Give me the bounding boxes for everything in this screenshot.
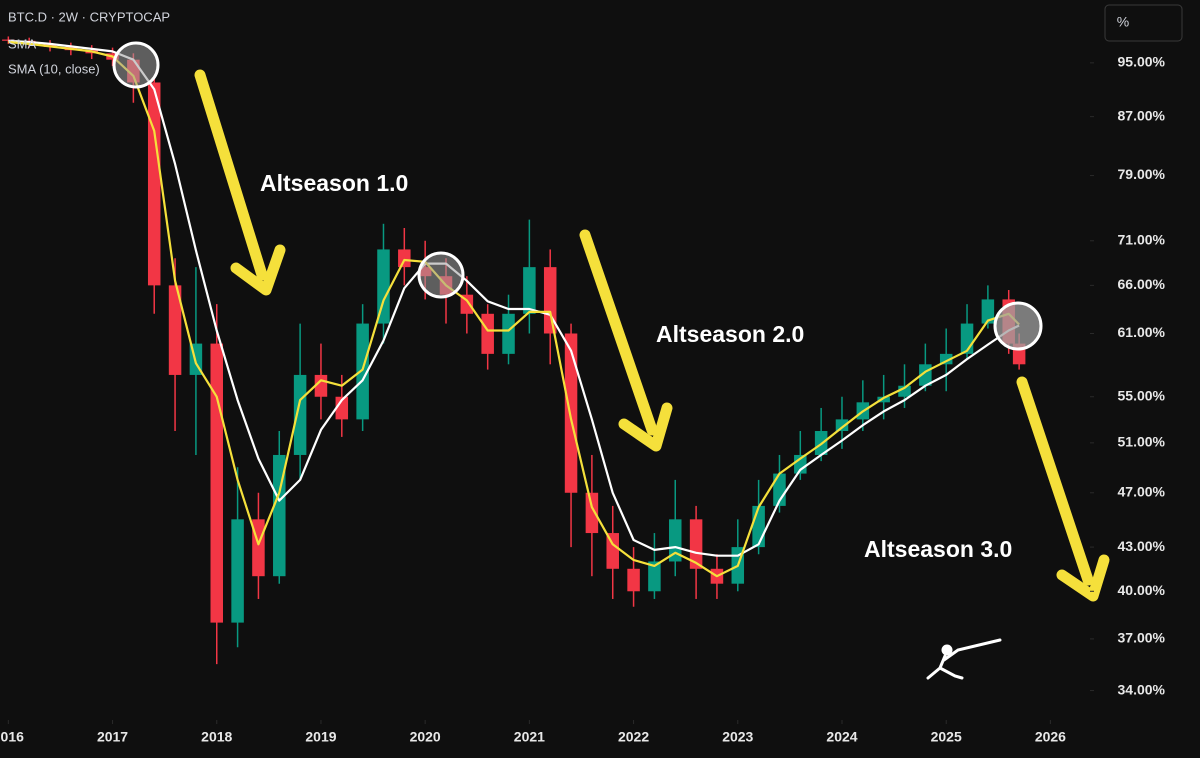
x-tick-label: 2019 xyxy=(305,729,336,745)
candle-body xyxy=(273,454,286,577)
candle-body xyxy=(293,374,307,455)
scale-button-label[interactable]: % xyxy=(1117,14,1129,30)
candle-body xyxy=(147,82,161,286)
y-tick-label: 51.00% xyxy=(1118,434,1166,450)
x-tick-label: 2021 xyxy=(514,729,545,745)
candle-body xyxy=(523,267,536,314)
candle-body xyxy=(502,313,515,354)
highlight-circle xyxy=(112,41,160,89)
candle-body xyxy=(168,285,182,375)
candle-body xyxy=(564,333,578,493)
arrow xyxy=(194,69,268,281)
candle-body xyxy=(898,385,911,397)
overlay xyxy=(112,41,1110,680)
y-tick-label: 71.00% xyxy=(1118,231,1166,247)
arrow-head xyxy=(618,402,673,452)
candle-body xyxy=(752,505,765,548)
candle-body xyxy=(669,519,682,562)
candle-body xyxy=(356,323,369,420)
highlight-circle xyxy=(417,251,465,299)
sma-line xyxy=(8,40,1020,578)
y-tick-label: 47.00% xyxy=(1118,483,1166,499)
annotation: Altseason 3.0 xyxy=(864,536,1012,562)
candle-body xyxy=(627,568,640,592)
arrow-head xyxy=(230,244,286,296)
y-tick-label: 55.00% xyxy=(1118,387,1166,403)
candle-body xyxy=(689,519,703,569)
candle-body xyxy=(606,533,619,569)
candle-body xyxy=(231,519,244,623)
x-tick-label: 2022 xyxy=(618,729,649,745)
candle-body xyxy=(377,249,390,324)
candle-body xyxy=(335,396,349,420)
y-tick-label: 40.00% xyxy=(1118,582,1166,598)
sma-line xyxy=(8,39,1020,557)
x-tick-label: 2023 xyxy=(722,729,753,745)
legend-entry: SMA (10, close) xyxy=(8,61,100,76)
legend-entry: SMA xyxy=(8,36,37,51)
candle-body xyxy=(398,249,411,268)
y-tick-label: 43.00% xyxy=(1118,538,1166,554)
candle-body xyxy=(981,299,995,324)
x-tick-label: 2018 xyxy=(201,729,232,745)
arrow-head xyxy=(1056,554,1110,602)
chart-title: BTC.D · 2W · CRYPTOCAP xyxy=(8,9,170,24)
y-tick-label: 61.00% xyxy=(1118,324,1166,340)
x-tick-label: 2025 xyxy=(931,729,962,745)
x-tick-label: 2016 xyxy=(0,729,24,745)
y-tick-label: 34.00% xyxy=(1118,681,1166,697)
y-tick-label: 95.00% xyxy=(1118,54,1166,70)
scale-button[interactable] xyxy=(1104,4,1183,42)
y-tick-label: 66.00% xyxy=(1118,276,1166,292)
y-tick-label: 37.00% xyxy=(1118,630,1166,646)
candle-body xyxy=(543,267,557,334)
x-tick-label: 2026 xyxy=(1035,729,1066,745)
logo xyxy=(926,638,1002,680)
x-tick-label: 2017 xyxy=(97,729,128,745)
candle-body xyxy=(585,492,599,534)
candle-body xyxy=(835,419,849,432)
candle-body xyxy=(939,353,953,365)
x-tick-label: 2020 xyxy=(410,729,441,745)
y-tick-label: 79.00% xyxy=(1118,166,1166,182)
candle-body xyxy=(648,561,661,592)
arrow xyxy=(579,229,658,436)
arrow xyxy=(1016,376,1094,586)
candle-body xyxy=(2,39,15,41)
highlight-circle xyxy=(993,301,1043,351)
annotation: Altseason 2.0 xyxy=(656,321,804,347)
y-tick-label: 87.00% xyxy=(1118,107,1166,123)
annotation: Altseason 1.0 xyxy=(260,170,408,196)
candle-body xyxy=(210,343,224,623)
candle-body xyxy=(877,396,890,403)
candle-body xyxy=(481,313,494,354)
x-tick-label: 2024 xyxy=(826,729,857,745)
